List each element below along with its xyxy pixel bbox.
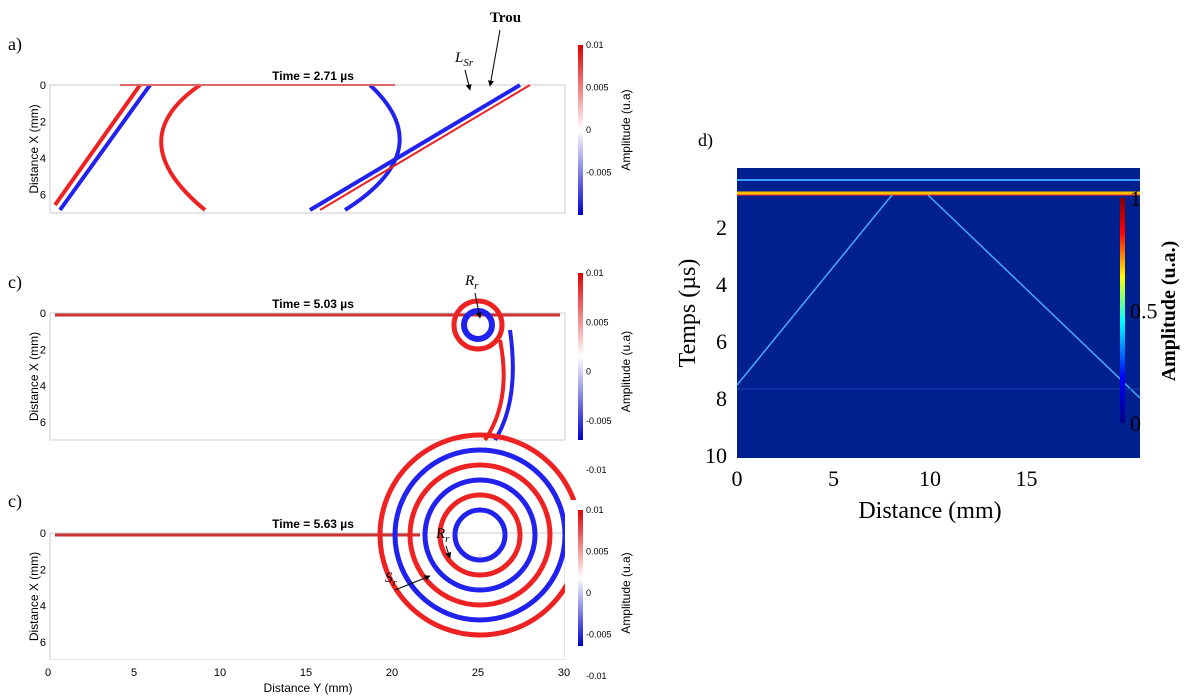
colorbar-tick-label: -0.005: [586, 168, 612, 178]
colorbar-tick-label: 0.005: [586, 83, 609, 93]
wave-field-a: [49, 83, 566, 214]
colorbar-tick-label: 0.01: [586, 268, 604, 278]
y-tick-label: 6: [716, 329, 727, 354]
annotation: Rr: [464, 273, 479, 292]
colorbar-label: Amplitude (u.a): [619, 89, 633, 170]
annotation-arrow: [474, 292, 482, 319]
colorbar-label: Amplitude (u.a): [619, 331, 633, 412]
colorbar: [578, 273, 583, 440]
colorbar-tick-label: -0.01: [586, 671, 607, 681]
x-tick-label: 30: [558, 667, 570, 679]
panel-title: Time = 5.03 µs: [272, 297, 354, 311]
y-tick-label: 2: [40, 117, 46, 129]
annotation-arrow: [464, 69, 472, 91]
colorbar-tick-label: 0.005: [586, 317, 609, 327]
y-axis-label: Distance X (mm): [27, 104, 41, 193]
panel-label: d): [698, 130, 713, 151]
y-axis-label: Distance X (mm): [27, 332, 41, 421]
colorbar: [578, 510, 583, 646]
colorbar: [1120, 198, 1125, 423]
annotation: Sr: [385, 570, 398, 589]
annotation-sub: r: [445, 533, 450, 545]
annotation-arrow: [445, 545, 452, 559]
bscan-image: [736, 168, 1141, 458]
panel-label: c): [8, 272, 22, 293]
colorbar-tick-label: -0.005: [586, 416, 612, 426]
x-tick-label: 5: [131, 667, 137, 679]
y-tick-label: 4: [40, 381, 46, 393]
y-tick-label: 8: [716, 386, 727, 411]
annotation-arrow: [394, 575, 431, 591]
x-tick-label: 0: [732, 466, 743, 491]
y-tick-label: 4: [40, 153, 46, 165]
annotation-sub: r: [393, 577, 398, 589]
colorbar-tick-label: 0.5: [1130, 299, 1158, 324]
x-tick-label: 20: [386, 667, 398, 679]
y-tick-label: 0: [40, 528, 46, 540]
colorbar-tick-label: 0: [1130, 411, 1141, 436]
colorbar-tick-label: -0.005: [586, 630, 612, 640]
y-tick-label: 6: [40, 417, 46, 429]
y-axis-label: Temps (µs): [675, 259, 701, 368]
y-tick-label: 4: [40, 601, 46, 613]
y-tick-label: 6: [40, 637, 46, 649]
annotation-main: L: [454, 50, 463, 66]
panel-label: c): [8, 491, 22, 512]
wave-field-c1: [49, 298, 566, 442]
annotation-main: R: [435, 526, 445, 542]
wave-field-c2: [0, 432, 600, 696]
colorbar: [578, 45, 583, 215]
y-tick-label: 0: [40, 308, 46, 320]
colorbar-label: Amplitude (u.a): [619, 552, 633, 633]
annotation-sub: Sr: [463, 57, 474, 69]
annotation-sub: r: [474, 280, 479, 292]
colorbar-tick-label: 0.005: [586, 547, 609, 557]
annotation-main: R: [464, 273, 474, 289]
y-tick-label: 10: [705, 443, 727, 468]
colorbar-tick-label: -0.01: [586, 465, 607, 475]
y-tick-label: 0: [40, 80, 46, 92]
x-axis-label: Distance Y (mm): [264, 681, 353, 695]
colorbar-tick-label: 1: [1130, 186, 1141, 211]
y-tick-label: 2: [40, 344, 46, 356]
annotation-arrow: [487, 29, 501, 87]
colorbar-tick-label: 0: [586, 588, 591, 598]
panel-label: a): [8, 34, 22, 55]
y-tick-label: 2: [716, 215, 727, 240]
colorbar-tick-label: 0.01: [586, 40, 604, 50]
y-tick-label: 6: [40, 190, 46, 202]
annotation: LSr: [454, 50, 474, 69]
colorbar-tick-label: 0: [586, 367, 591, 377]
colorbar-label: Amplitude (u.a.): [1158, 241, 1180, 382]
x-tick-label: 10: [214, 667, 226, 679]
colorbar-tick-label: 0: [586, 125, 591, 135]
y-tick-label: 4: [716, 272, 727, 297]
x-tick-label: 0: [45, 667, 51, 679]
y-axis-label: Distance X (mm): [27, 552, 41, 641]
x-tick-label: 10: [919, 466, 941, 491]
x-axis-label: Distance (mm): [858, 498, 1001, 524]
annotation-main: S: [385, 570, 393, 586]
panel-title: Time = 5.63 µs: [272, 517, 354, 531]
x-tick-label: 15: [1016, 466, 1038, 491]
x-tick-label: 15: [300, 667, 312, 679]
x-tick-label: 25: [472, 667, 484, 679]
y-tick-label: 2: [40, 564, 46, 576]
annotation: Rr: [435, 526, 450, 545]
colorbar-tick-label: 0.01: [586, 505, 604, 515]
annotation: Trou: [490, 10, 521, 26]
annotation-main: Trou: [490, 10, 521, 26]
x-tick-label: 5: [828, 466, 839, 491]
panel-title: Time = 2.71 µs: [272, 69, 354, 83]
